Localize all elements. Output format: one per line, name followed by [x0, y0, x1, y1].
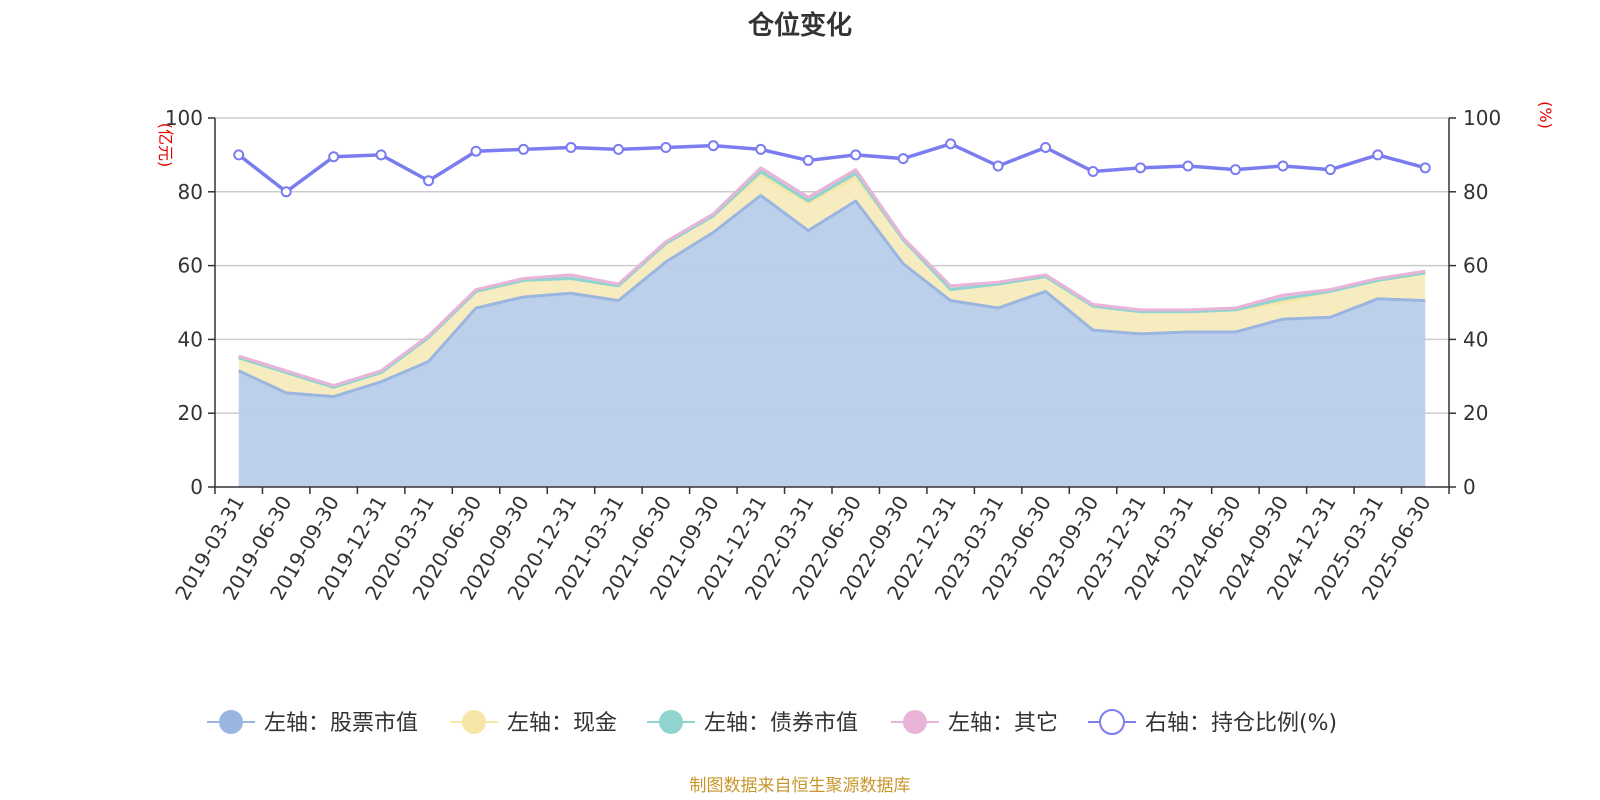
ratio-point: [565, 142, 577, 154]
ratio-point: [660, 142, 672, 154]
legend: 左轴：股票市值 左轴：现金 左轴：债券市值 左轴：其它 右轴：持仓比例(%): [207, 709, 1337, 736]
ratio-point: [897, 153, 909, 165]
ratio-point: [1040, 142, 1052, 154]
ratio-point: [518, 143, 529, 155]
legend-label-2: 左轴：债券市值: [704, 711, 858, 736]
legend-label-0: 左轴：股票市值: [264, 711, 418, 736]
left-axis-tick-label: 80: [178, 180, 203, 204]
right-axis-tick-label: 40: [1463, 327, 1488, 351]
ratio-point: [850, 149, 862, 161]
ratio-point: [1419, 162, 1431, 174]
right-axis-tick-label: 100: [1463, 106, 1501, 130]
left-axis-tick-label: 40: [178, 327, 203, 351]
ratio-point: [1229, 164, 1241, 176]
legend-label-1: 左轴：现金: [507, 711, 617, 736]
right-axis-tick-label: 20: [1463, 401, 1488, 425]
right-axis-tick-label: 80: [1463, 180, 1488, 204]
legend-label-4: 右轴：持仓比例(%): [1145, 711, 1337, 736]
ratio-point: [612, 143, 624, 155]
ratio-point: [992, 160, 1004, 172]
right-axis-tick-label: 0: [1463, 475, 1476, 499]
legend-marker-3: [903, 710, 927, 734]
legend-marker-4: [1099, 709, 1125, 735]
ratio-point: [945, 138, 957, 150]
legend-marker-1: [462, 710, 486, 734]
ratio-point: [1087, 166, 1099, 178]
ratio-point: [423, 175, 435, 187]
area-series-3-edge: [238, 166, 1426, 388]
ratio-line-path: [237, 142, 1426, 194]
ratio-point: [802, 154, 814, 166]
ratio-point: [280, 186, 292, 198]
source-note: 制图数据来自恒生聚源数据库: [690, 776, 911, 796]
ratio-point: [1324, 164, 1336, 176]
ratio-point: [1372, 149, 1384, 161]
ratio-point: [375, 149, 387, 161]
ratio-point: [1135, 162, 1146, 174]
chart-title: 仓位变化: [747, 10, 852, 41]
left-axis-tick-label: 100: [165, 106, 203, 130]
area-series-0: [238, 195, 1426, 488]
legend-label-3: 左轴：其它: [948, 711, 1058, 736]
left-axis-unit: (亿元): [156, 123, 175, 168]
ratio-line: [233, 138, 1431, 198]
ratio-point: [1277, 160, 1289, 172]
ratio-point: [1182, 160, 1194, 172]
right-axis-unit: (%): [1536, 101, 1555, 129]
ratio-point: [707, 140, 719, 152]
legend-marker-2: [659, 710, 683, 734]
legend-marker-0: [219, 710, 243, 734]
ratio-point: [233, 149, 245, 161]
ratio-point: [755, 143, 767, 155]
ratio-point: [328, 151, 340, 163]
ratio-point: [470, 145, 482, 157]
stacked-areas: [238, 166, 1426, 488]
area-series-0-edge: [238, 193, 1426, 399]
left-axis-tick-label: 60: [178, 254, 203, 278]
left-axis-tick-label: 20: [178, 401, 203, 425]
right-axis-tick-label: 60: [1463, 254, 1488, 278]
left-axis-tick-label: 0: [190, 475, 203, 499]
